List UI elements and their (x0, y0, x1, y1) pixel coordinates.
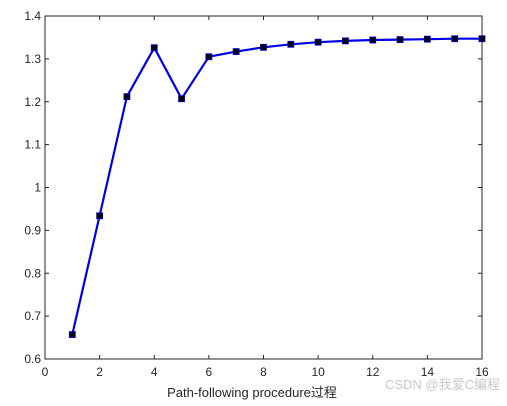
watermark: CSDN @我爱C编程 (385, 377, 500, 392)
y-tick-label: 1.4 (24, 9, 41, 23)
x-axis-label: Path-following procedure过程 (167, 385, 337, 400)
data-point (232, 48, 240, 55)
data-point (260, 43, 267, 51)
y-tick-label: 1.1 (24, 138, 41, 152)
data-point (178, 95, 185, 103)
y-tick-label: 1 (34, 181, 41, 195)
data-point (205, 53, 213, 61)
y-axis-ticks: 0.6 0.7 0.8 0.9 1 1.1 1.2 1.3 1.4 (24, 9, 482, 366)
plot-area (44, 15, 483, 360)
x-tick-label: 4 (151, 365, 158, 379)
series-layer (68, 35, 486, 338)
data-point (96, 212, 104, 220)
x-tick-label: 8 (260, 365, 267, 379)
data-point (451, 35, 459, 43)
x-tick-label: 2 (96, 365, 103, 379)
data-point (423, 35, 431, 43)
data-point (314, 38, 322, 46)
y-tick-label: 0.8 (24, 266, 41, 280)
y-tick-label: 1.2 (24, 95, 41, 109)
y-tick-label: 1.3 (24, 52, 41, 66)
x-axis-ticks: 0 2 4 6 8 10 12 14 16 (42, 16, 489, 379)
x-tick-label: 10 (311, 365, 325, 379)
data-point (68, 331, 76, 338)
y-tick-label: 0.6 (24, 352, 41, 366)
data-point (478, 35, 486, 43)
data-point (342, 37, 349, 45)
x-tick-label: 0 (42, 365, 49, 379)
x-tick-label: 12 (366, 365, 380, 379)
data-point (150, 44, 158, 52)
y-tick-label: 0.9 (24, 223, 41, 237)
x-tick-label: 16 (475, 365, 489, 379)
data-point (396, 36, 404, 43)
data-point (369, 36, 377, 44)
series-line (71, 37, 482, 335)
data-point (123, 93, 131, 101)
y-tick-label: 0.7 (24, 309, 41, 323)
x-tick-label: 6 (206, 365, 213, 379)
data-point (287, 40, 295, 48)
x-tick-label: 14 (421, 365, 435, 379)
